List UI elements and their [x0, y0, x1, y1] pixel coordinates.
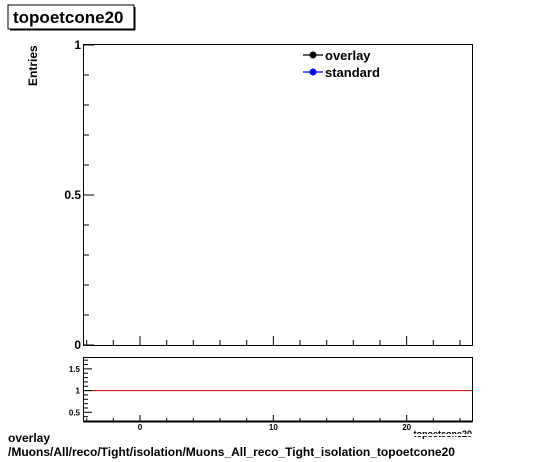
legend-overlay-label: overlay [325, 48, 371, 63]
ratio-x-tick-label: 0 [138, 423, 143, 432]
chart-title: topoetcone20 [13, 8, 124, 27]
ratio-x-tick-label: 10 [269, 423, 278, 432]
legend-standard-marker [309, 68, 317, 76]
ratio-plot-frame [83, 357, 473, 422]
ratio-x-tick-labels: 0 10 20 [138, 423, 412, 432]
main-y-tick-label: 1 [74, 38, 81, 52]
ratio-axis-ticks [84, 359, 461, 421]
y-axis-label: Entries [26, 45, 40, 86]
ratio-y-tick-labels: 0.5 1 1.5 [69, 365, 81, 417]
main-plot-frame [83, 44, 473, 346]
main-y-tick-label: 0 [74, 338, 81, 352]
main-y-tick-label: 0.5 [64, 188, 81, 202]
x-label-clip [380, 434, 546, 436]
legend-overlay-marker [309, 51, 317, 59]
ratio-x-tick-label: 20 [402, 423, 411, 432]
footer-line-1: overlay [8, 431, 51, 445]
legend: overlay standard [303, 48, 380, 80]
main-axis-ticks [84, 44, 461, 346]
main-y-tick-labels: 00.51 [64, 38, 81, 352]
ratio-y-tick-label: 1 [76, 387, 81, 396]
title-box [7, 4, 135, 30]
ratio-y-tick-label: 0.5 [69, 408, 81, 417]
ratio-y-tick-label: 1.5 [69, 365, 81, 374]
footer-line-2: /Muons/All/reco/Tight/isolation/Muons_Al… [8, 445, 455, 459]
legend-standard-label: standard [325, 65, 380, 80]
